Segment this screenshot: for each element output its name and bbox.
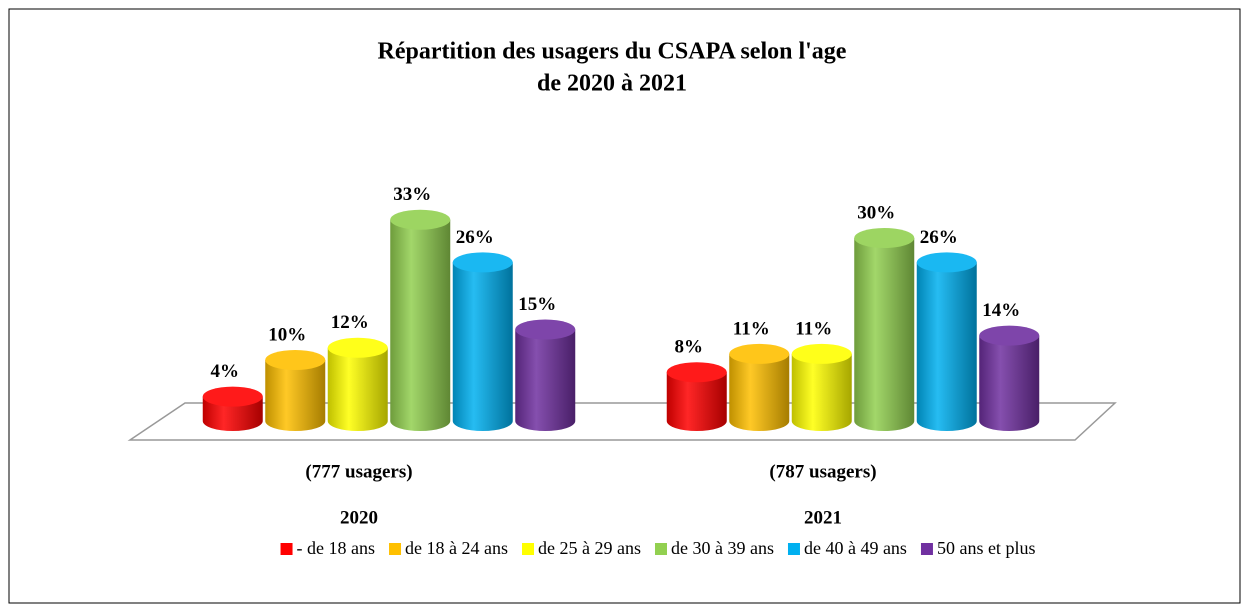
data-label: 30% xyxy=(857,202,895,223)
cylinder xyxy=(515,329,576,432)
cylinder xyxy=(390,219,451,432)
cylinder-top xyxy=(515,319,576,340)
data-label: 11% xyxy=(795,318,832,339)
legend-label: de 25 à 29 ans xyxy=(538,538,641,558)
data-label: 15% xyxy=(518,294,556,315)
legend-label: 50 ans et plus xyxy=(937,538,1036,558)
legend-label: - de 18 ans xyxy=(297,538,375,558)
cylinder xyxy=(327,347,388,432)
chart-title: Répartition des usagers du CSAPA selon l… xyxy=(378,39,847,65)
x-tick-label: 2020 xyxy=(340,507,378,528)
cylinder-top xyxy=(916,252,977,273)
cylinder-top xyxy=(979,325,1040,346)
cylinder xyxy=(452,262,513,432)
cylinder xyxy=(854,238,915,432)
legend-swatch xyxy=(389,543,402,555)
chart-frame xyxy=(8,8,1241,604)
category-note: (777 usagers) xyxy=(305,461,412,482)
data-label: 26% xyxy=(920,227,958,248)
data-label: 26% xyxy=(456,227,494,248)
data-label: 33% xyxy=(393,184,431,205)
cylinder xyxy=(265,360,326,432)
cylinder-top xyxy=(729,343,790,364)
legend-swatch xyxy=(522,543,535,555)
cylinder xyxy=(666,372,727,432)
data-label: 11% xyxy=(733,318,770,339)
category-note: (787 usagers) xyxy=(769,461,876,482)
data-label: 4% xyxy=(211,361,240,382)
cylinder xyxy=(729,353,790,432)
chart-subtitle: de 2020 à 2021 xyxy=(537,71,687,97)
data-label: 8% xyxy=(675,337,704,358)
cylinder-top xyxy=(452,252,513,273)
cylinder xyxy=(979,335,1040,432)
legend-swatch xyxy=(654,543,667,555)
cylinder-top xyxy=(791,343,852,364)
data-label: 12% xyxy=(331,312,369,333)
legend-label: de 30 à 39 ans xyxy=(671,538,774,558)
cylinder xyxy=(916,262,977,432)
x-tick-label: 2021 xyxy=(804,507,842,528)
cylinder-top xyxy=(666,362,727,383)
legend-swatch xyxy=(787,543,800,555)
cylinder-top xyxy=(265,350,326,370)
cylinder-top xyxy=(854,228,915,248)
data-label: 10% xyxy=(268,324,306,345)
legend-label: de 40 à 49 ans xyxy=(804,538,907,558)
cylinder-top xyxy=(327,337,388,358)
data-label: 14% xyxy=(982,300,1020,321)
cylinder-top xyxy=(390,209,451,230)
cylinder xyxy=(791,353,852,432)
legend-swatch xyxy=(280,543,293,555)
cylinder-top xyxy=(202,386,263,407)
legend-swatch xyxy=(920,543,933,555)
legend-label: de 18 à 24 ans xyxy=(405,538,508,558)
